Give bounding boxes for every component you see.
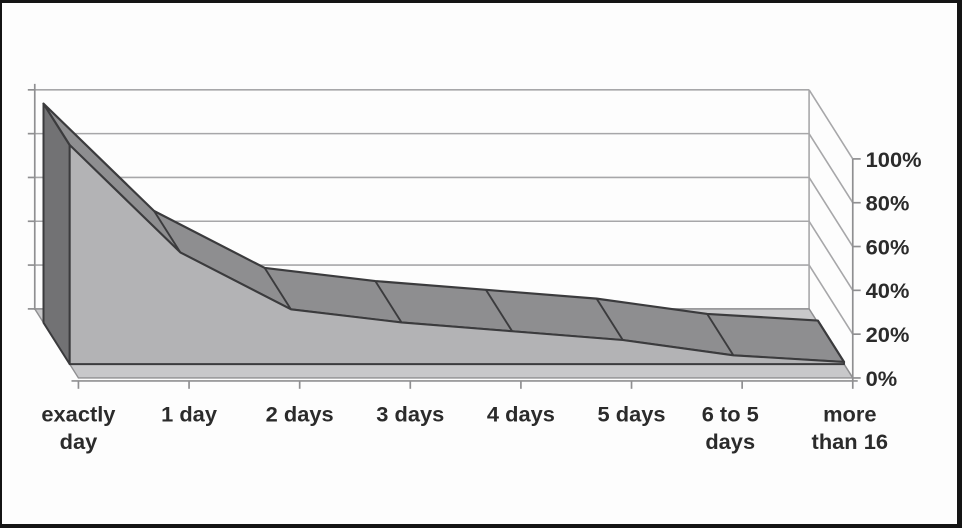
y-axis-labels: 0% 20% 40% 60% 80% 100% (866, 147, 922, 391)
x-axis-labels: exactly day 1 day 2 days 3 days 4 days 5 days 6… (41, 401, 888, 454)
x-axis-label: 4 days (487, 401, 555, 426)
area-series-side-face (42, 102, 71, 366)
y-axis-label: 60% (866, 234, 910, 259)
area-series-division-line (153, 210, 182, 253)
y-axis-label: 40% (866, 278, 910, 303)
x-axis-label: exactly (41, 401, 115, 426)
y-axis-label: 0% (866, 366, 898, 391)
side-wall-gridline (808, 133, 854, 204)
y-axis-label: 100% (866, 147, 922, 172)
x-axis-label: 2 days (266, 401, 334, 426)
area-series-division-line (263, 267, 292, 310)
y-axis-label: 20% (866, 322, 910, 347)
axes (27, 83, 861, 389)
area-chart-3d: 0% 20% 40% 60% 80% 100% exactly day 1 day 2 days 3… (2, 3, 957, 524)
area-series-division-line (374, 280, 403, 324)
chart-root: 0% 20% 40% 60% 80% 100% exactly day 1 day 2 days 3… (2, 3, 957, 524)
y-axis-label: 80% (866, 191, 910, 216)
x-axis-label: 6 to 5 (702, 401, 759, 426)
area-series-division-line (485, 289, 513, 332)
area-series-division-line (595, 298, 624, 341)
area-series-division-line (706, 313, 735, 356)
x-axis-label: than 16 (812, 429, 888, 454)
x-axis-label: day (60, 429, 98, 454)
area-series (42, 102, 846, 366)
side-wall-gridline (808, 177, 854, 247)
side-wall-gridline (808, 220, 854, 291)
area-series-front-face (68, 144, 846, 366)
x-axis-label: days (705, 429, 755, 454)
x-axis-label: 3 days (376, 401, 444, 426)
area-series-division-line (817, 320, 845, 363)
x-axis-label: 1 day (161, 401, 217, 426)
x-axis-label: more (823, 401, 876, 426)
side-wall-gridline (808, 89, 854, 160)
x-axis-label: 5 days (598, 401, 666, 426)
side-wall-gridline (808, 264, 854, 335)
